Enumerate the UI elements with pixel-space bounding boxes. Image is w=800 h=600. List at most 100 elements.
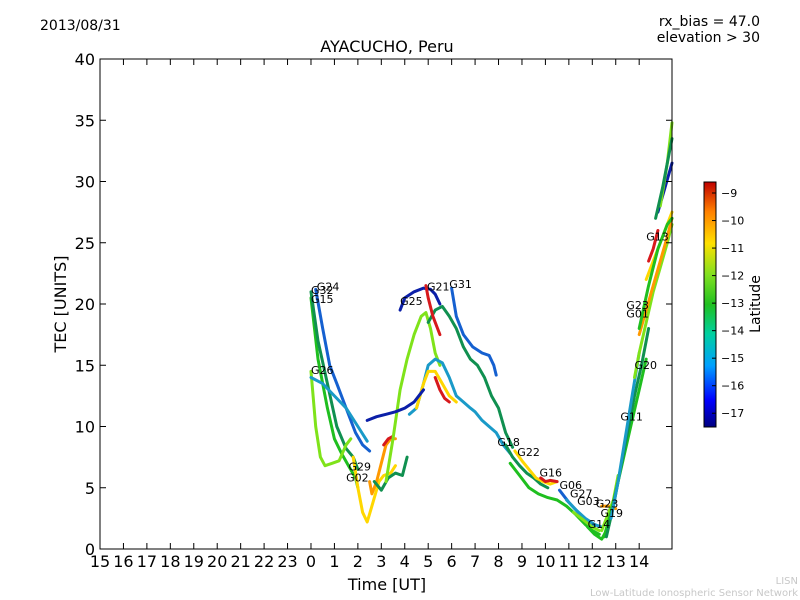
x-tick-label: 0 bbox=[306, 552, 316, 571]
series-g26b bbox=[309, 376, 369, 443]
annotation-g02: G02 bbox=[346, 472, 369, 485]
series-g22 bbox=[513, 449, 559, 486]
x-tick-label: 4 bbox=[400, 552, 410, 571]
colorbar-tick-label: −15 bbox=[721, 352, 744, 365]
y-tick-label: 40 bbox=[75, 50, 95, 69]
annotation-g11: G11 bbox=[620, 410, 643, 423]
annotation-g23: G23 bbox=[626, 299, 649, 312]
annotation-g26: G26 bbox=[311, 364, 334, 377]
series-g03 bbox=[572, 510, 601, 533]
annotation-g22: G22 bbox=[517, 446, 540, 459]
series-layer bbox=[309, 121, 674, 541]
annotation-g16: G16 bbox=[540, 467, 563, 480]
x-tick-label: 7 bbox=[470, 552, 480, 571]
elevation-label: elevation > 30 bbox=[656, 30, 760, 46]
series-g21r bbox=[424, 284, 442, 337]
colorbar-tick-label: −17 bbox=[721, 407, 744, 420]
series-g26 bbox=[309, 369, 353, 468]
series-g25 bbox=[384, 311, 442, 484]
series-g29b bbox=[372, 455, 409, 492]
date-label: 2013/08/31 bbox=[40, 18, 121, 34]
tick-layer: 15 16 17 18 19 20 21 22 23 0 1 2 3 4 5 6 7 8 9 10 11 12 13 1405… bbox=[75, 50, 672, 571]
x-tick-label: 8 bbox=[493, 552, 503, 571]
y-tick-label: 20 bbox=[75, 295, 95, 314]
y-tick-label: 30 bbox=[75, 173, 95, 192]
x-tick-label: 1 bbox=[329, 552, 339, 571]
y-tick-label: 15 bbox=[75, 356, 95, 375]
annotation-g23: G23 bbox=[596, 497, 619, 510]
annotation-g15: G15 bbox=[311, 293, 334, 306]
annotation-g24: G24 bbox=[317, 281, 340, 294]
annotation-g25: G25 bbox=[400, 295, 423, 308]
colorbar-tick-label: −16 bbox=[721, 380, 744, 393]
colorbar-label: Latitude bbox=[748, 275, 764, 333]
x-tick-label: 11 bbox=[559, 552, 579, 571]
x-tick-label: 21 bbox=[230, 552, 250, 571]
colorbar-tick-label: −13 bbox=[721, 297, 744, 310]
x-tick-label: 2 bbox=[353, 552, 363, 571]
colorbar-tick-label: −12 bbox=[721, 270, 744, 283]
colorbar-tick-label: −10 bbox=[721, 215, 744, 228]
series-g15 bbox=[309, 296, 360, 490]
y-tick-label: 25 bbox=[75, 234, 95, 253]
x-tick-label: 22 bbox=[254, 552, 274, 571]
y-axis-label: TEC [UNITS] bbox=[51, 256, 70, 354]
annotation-g01: G01 bbox=[626, 308, 649, 321]
x-tick-label: 5 bbox=[423, 552, 433, 571]
y-tick-label: 5 bbox=[85, 479, 95, 498]
series-g18 bbox=[504, 443, 550, 490]
colorbar-tick-label: −9 bbox=[721, 187, 737, 200]
series-g24 bbox=[314, 287, 372, 453]
annotation-g13: G13 bbox=[646, 230, 669, 243]
colorbar bbox=[703, 181, 717, 428]
x-tick-label: 18 bbox=[160, 552, 180, 571]
x-tick-label: 20 bbox=[207, 552, 227, 571]
series-g13b bbox=[637, 216, 674, 330]
chart-title: AYACUCHO, Peru bbox=[320, 37, 453, 56]
series-g13d bbox=[654, 137, 674, 220]
colorbar-tick-layer: −9 −10 −11 −12 −13 −14 −15 −16 −17 bbox=[712, 187, 744, 420]
footer-network: Low-Latitude Ionospheric Sensor Network bbox=[590, 588, 798, 599]
x-tick-label: 17 bbox=[137, 552, 157, 571]
series-g13r bbox=[647, 229, 660, 263]
x-tick-label: 6 bbox=[447, 552, 457, 571]
x-tick-label: 12 bbox=[582, 552, 602, 571]
annotation-g32: G32 bbox=[311, 284, 334, 297]
footer-lisn: LISN bbox=[775, 576, 798, 587]
series-g25c bbox=[365, 388, 425, 422]
annotation-g03: G03 bbox=[577, 495, 600, 508]
x-tick-label: 14 bbox=[629, 552, 649, 571]
annotation-g29: G29 bbox=[349, 461, 372, 474]
series-g21 bbox=[426, 304, 515, 449]
x-tick-label: 16 bbox=[113, 552, 133, 571]
plot-frame bbox=[99, 58, 673, 550]
series-g22r bbox=[539, 476, 559, 484]
series-g27 bbox=[565, 498, 604, 529]
x-tick-label: 15 bbox=[90, 552, 110, 571]
y-tick-label: 0 bbox=[85, 540, 95, 559]
x-tick-label: 23 bbox=[277, 552, 297, 571]
colorbar-tick-label: −11 bbox=[721, 242, 744, 255]
annotation-g27: G27 bbox=[570, 488, 593, 501]
x-tick-label: 13 bbox=[606, 552, 626, 571]
x-tick-label: 9 bbox=[517, 552, 527, 571]
series-g20b bbox=[609, 351, 641, 520]
x-tick-label: 3 bbox=[376, 552, 386, 571]
annotation-g06: G06 bbox=[560, 479, 583, 492]
series-g31 bbox=[450, 286, 498, 377]
series-g25b bbox=[398, 286, 442, 312]
x-axis-label: Time [UT] bbox=[347, 575, 426, 594]
colorbar-tick-label: −14 bbox=[721, 325, 744, 338]
annotation-g31: G31 bbox=[449, 278, 472, 291]
annotation-g21: G21 bbox=[427, 281, 450, 294]
annotation-g20: G20 bbox=[635, 359, 658, 372]
x-tick-label: 19 bbox=[184, 552, 204, 571]
series-g02b bbox=[382, 434, 395, 447]
series-g23b bbox=[637, 216, 674, 337]
y-tick-label: 35 bbox=[75, 111, 95, 130]
rx-bias-label: rx_bias = 47.0 bbox=[658, 14, 760, 30]
series-g31c bbox=[415, 369, 458, 410]
x-tick-label: 10 bbox=[535, 552, 555, 571]
